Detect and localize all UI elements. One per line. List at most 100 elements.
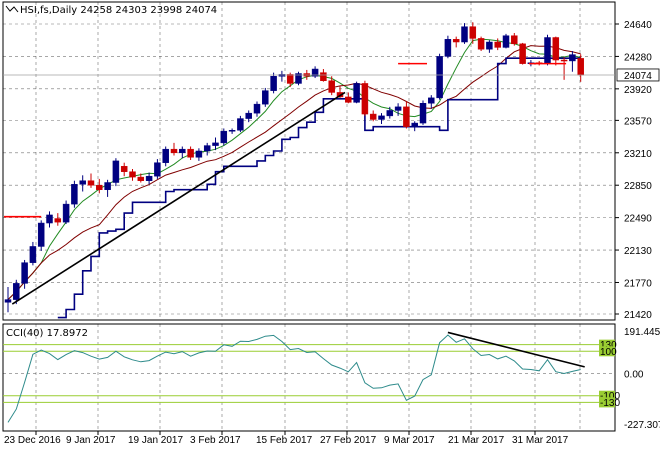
cci-band-tag xyxy=(599,339,615,350)
candle-body xyxy=(411,122,418,127)
cci-max-label: 191.4457 xyxy=(624,327,660,338)
candle-body xyxy=(477,38,485,50)
price-axis: 24640 24280 23920 23570 23210 22850 22490 22130… xyxy=(3,20,660,321)
candle-body xyxy=(469,26,477,39)
candle-body xyxy=(270,75,277,91)
ma-fast-line xyxy=(7,38,581,300)
candle-body xyxy=(79,180,86,185)
overlays xyxy=(7,38,581,319)
header-text: HSI,fs,Daily 24258 24303 23998 24074 xyxy=(20,5,217,16)
trailing-stop-line xyxy=(57,57,581,319)
candle-body xyxy=(62,203,70,223)
main-pane-frame xyxy=(2,1,616,321)
candle-body xyxy=(145,175,153,181)
last-price-box xyxy=(616,68,660,82)
candle-body xyxy=(361,83,369,115)
candle-body xyxy=(436,56,443,99)
candle-body xyxy=(129,171,136,178)
trendlines xyxy=(4,62,567,305)
candle-body xyxy=(378,115,385,120)
y-tick-label: 21420 xyxy=(624,310,652,321)
candle-body xyxy=(87,180,95,186)
candle-body xyxy=(179,148,186,154)
candles xyxy=(4,22,584,313)
cci-band-label: 100 xyxy=(600,347,617,358)
candle-body xyxy=(245,112,252,119)
cci-band-tag xyxy=(599,346,615,357)
candle-body xyxy=(311,68,319,77)
candle-body xyxy=(403,106,410,127)
candle-body xyxy=(154,162,161,177)
candle-body xyxy=(195,150,203,158)
candle-body xyxy=(170,148,178,154)
candle-body xyxy=(46,214,53,224)
candle-body xyxy=(137,176,145,181)
x-tick-label: 31 Mar 2017 xyxy=(512,435,569,446)
y-tick-label: 23570 xyxy=(624,116,652,127)
chart-type-icon xyxy=(5,5,19,13)
candle-body xyxy=(212,142,219,146)
x-tick-label: 27 Feb 2017 xyxy=(320,435,377,446)
candle-body xyxy=(187,148,194,158)
candle-body xyxy=(461,26,468,43)
ma-slow-line xyxy=(7,45,581,300)
support-trendline xyxy=(11,91,346,305)
candle-body xyxy=(320,72,327,81)
cci-band-label: 130 xyxy=(600,340,617,351)
cci-band-label: -100 xyxy=(600,391,620,402)
candle-body xyxy=(428,97,435,104)
cci-pane-frame xyxy=(2,323,616,432)
candle-body xyxy=(37,222,45,247)
candle-body xyxy=(544,37,551,64)
cci-label: CCI(40) 17.8972 xyxy=(6,328,88,339)
candle-body xyxy=(444,39,452,57)
candle-body xyxy=(54,218,62,223)
candle-body xyxy=(286,74,294,84)
y-tick-label: 24280 xyxy=(624,52,652,63)
cci-divergence-line xyxy=(447,331,585,368)
candle-body xyxy=(162,148,169,163)
y-tick-label: 23920 xyxy=(624,85,652,96)
candle-body xyxy=(4,299,12,303)
cci-series xyxy=(7,331,585,423)
x-tick-label: 19 Jan 2017 xyxy=(128,435,183,446)
candle-body xyxy=(577,58,584,76)
candle-body xyxy=(486,41,493,50)
y-tick-label: 23210 xyxy=(624,149,652,160)
candle-body xyxy=(369,113,377,120)
y-tick-label: 22850 xyxy=(624,181,652,192)
candle-body xyxy=(386,110,394,117)
cci-levels xyxy=(3,344,615,403)
last-price-label: 24074 xyxy=(624,71,652,82)
candle-body xyxy=(228,130,236,132)
cci-band-tag xyxy=(599,397,615,408)
cci-band-label: -130 xyxy=(600,398,620,409)
cci-grid xyxy=(3,324,615,431)
time-axis: 23 Dec 2016 9 Jan 2017 19 Jan 2017 3 Feb 20… xyxy=(4,431,569,446)
candle-body xyxy=(569,54,576,62)
x-tick-label: 15 Feb 2017 xyxy=(256,435,313,446)
x-tick-label: 21 Mar 2017 xyxy=(448,435,505,446)
symbol-header: HSI,fs,Daily 24258 24303 23998 24074 xyxy=(5,5,217,16)
candle-body xyxy=(494,41,501,48)
y-tick-label: 22490 xyxy=(624,214,652,225)
x-tick-label: 9 Mar 2017 xyxy=(384,435,435,446)
x-tick-label: 9 Jan 2017 xyxy=(66,435,116,446)
candle-body xyxy=(71,184,78,205)
x-tick-label: 23 Dec 2016 xyxy=(4,435,61,446)
candle-body xyxy=(96,184,103,190)
cci-header: CCI(40) 17.8972 xyxy=(6,328,88,339)
candle-body xyxy=(502,35,510,48)
y-tick-label: 22130 xyxy=(624,246,652,257)
candle-body xyxy=(112,160,120,183)
y-tick-label: 21770 xyxy=(624,278,652,289)
candle-body xyxy=(345,96,352,103)
cci-band-tag xyxy=(599,390,615,401)
candle-body xyxy=(552,37,560,61)
candle-body xyxy=(328,80,335,93)
candle-body xyxy=(353,83,360,103)
candle-body xyxy=(394,106,402,111)
y-tick-label: 24640 xyxy=(624,20,652,31)
